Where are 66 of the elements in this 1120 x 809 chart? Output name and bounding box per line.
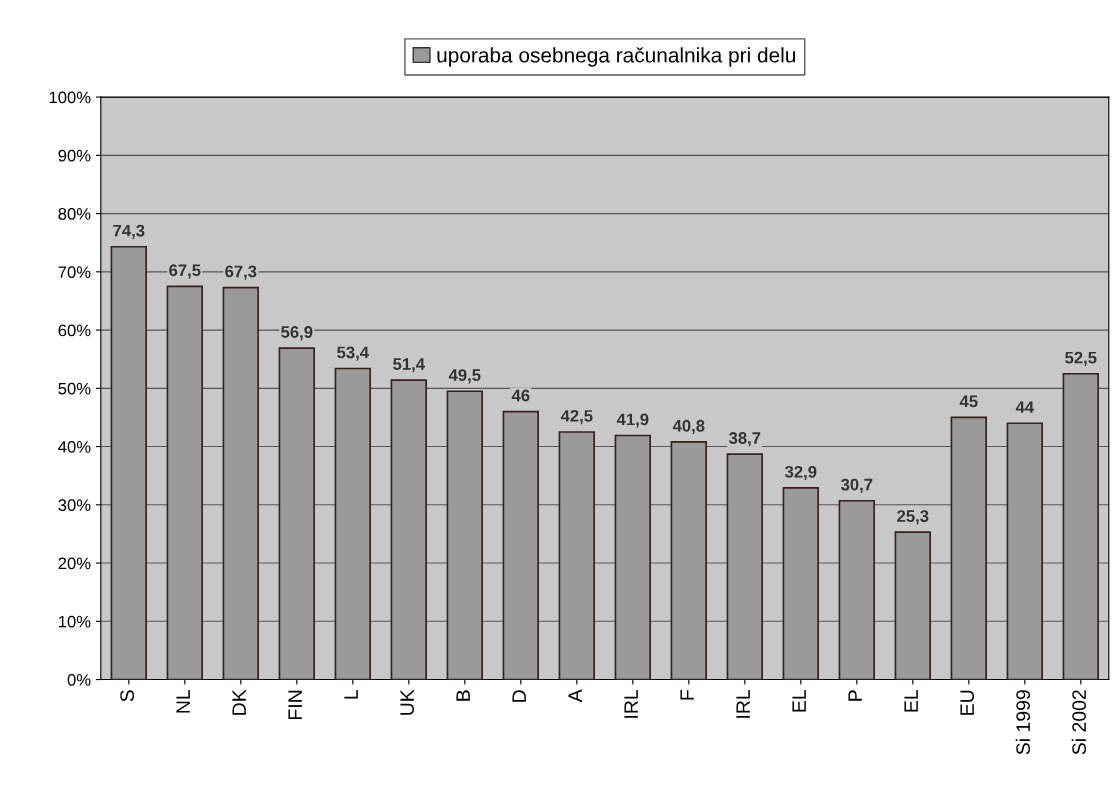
data-label: 53,4 [337, 346, 369, 361]
y-tick-label: 40% [58, 440, 91, 453]
bar [334, 367, 371, 680]
bar [166, 285, 203, 680]
y-tick-label: 20% [58, 557, 91, 570]
x-tick-label: IRL [736, 689, 750, 718]
data-label: 67,5 [169, 264, 201, 279]
x-tick-label: L [344, 689, 358, 699]
bar [558, 431, 595, 680]
y-tick-label: 70% [58, 266, 91, 279]
y-tick-label: 0% [67, 673, 91, 686]
x-tick-label: D [512, 690, 526, 702]
data-label: 74,3 [113, 224, 145, 239]
y-tick-label: 90% [58, 149, 91, 162]
bar [222, 286, 259, 680]
bar [838, 499, 875, 680]
y-tick-label: 50% [58, 382, 91, 395]
data-label: 45 [959, 395, 978, 408]
legend-label: uporaba osebnega računalnika pri delu [437, 47, 795, 67]
x-tick-label: F [680, 690, 694, 700]
bar [726, 453, 763, 680]
bar [782, 487, 819, 680]
y-tick-label: 10% [58, 615, 91, 628]
x-tick-label: S [120, 690, 135, 702]
x-tick-label: Si 1999 [1015, 690, 1031, 755]
data-label: 56,9 [281, 326, 313, 341]
data-label: 52,5 [1065, 351, 1097, 366]
data-label: 40,8 [672, 419, 705, 435]
bar [614, 434, 651, 680]
data-label: 30,7 [840, 478, 873, 493]
y-tick-label: 100% [49, 91, 91, 104]
x-tick-label: EU [960, 690, 975, 715]
x-tick-label: EL [904, 689, 918, 712]
bar [670, 441, 707, 680]
x-tick-label: P [848, 690, 862, 701]
data-label: 42,5 [560, 409, 593, 425]
data-label: 51,4 [393, 358, 425, 373]
bar [1062, 372, 1099, 680]
x-tick-label: NL [176, 689, 190, 713]
bar [950, 416, 987, 680]
y-tick-label: 30% [58, 499, 91, 512]
x-tick-label: UK [400, 689, 415, 715]
x-tick-label: Si 2002 [1071, 690, 1087, 755]
data-label: 67,3 [225, 265, 257, 280]
bar [110, 245, 147, 680]
x-tick-label: B [456, 690, 470, 701]
data-label: 32,9 [784, 465, 817, 481]
data-label: 49,5 [448, 369, 481, 384]
bar [894, 531, 931, 680]
y-tick-label: 80% [58, 207, 91, 220]
y-tick-label: 60% [58, 324, 91, 337]
bar [278, 347, 315, 680]
bar [1006, 422, 1043, 680]
data-label: 41,9 [616, 413, 649, 428]
bar [502, 410, 539, 680]
x-tick-label: FIN [288, 690, 302, 720]
bar [446, 390, 483, 680]
x-tick-label: EL [792, 689, 806, 712]
x-tick-label: IRL [624, 689, 638, 718]
data-label: 25,3 [897, 510, 929, 525]
x-tick-label: A [568, 689, 582, 703]
bar [390, 379, 427, 680]
data-label: 44 [1015, 401, 1034, 413]
data-label: 38,7 [728, 432, 761, 447]
x-tick-label: DK [232, 689, 246, 715]
data-label: 46 [511, 389, 530, 402]
